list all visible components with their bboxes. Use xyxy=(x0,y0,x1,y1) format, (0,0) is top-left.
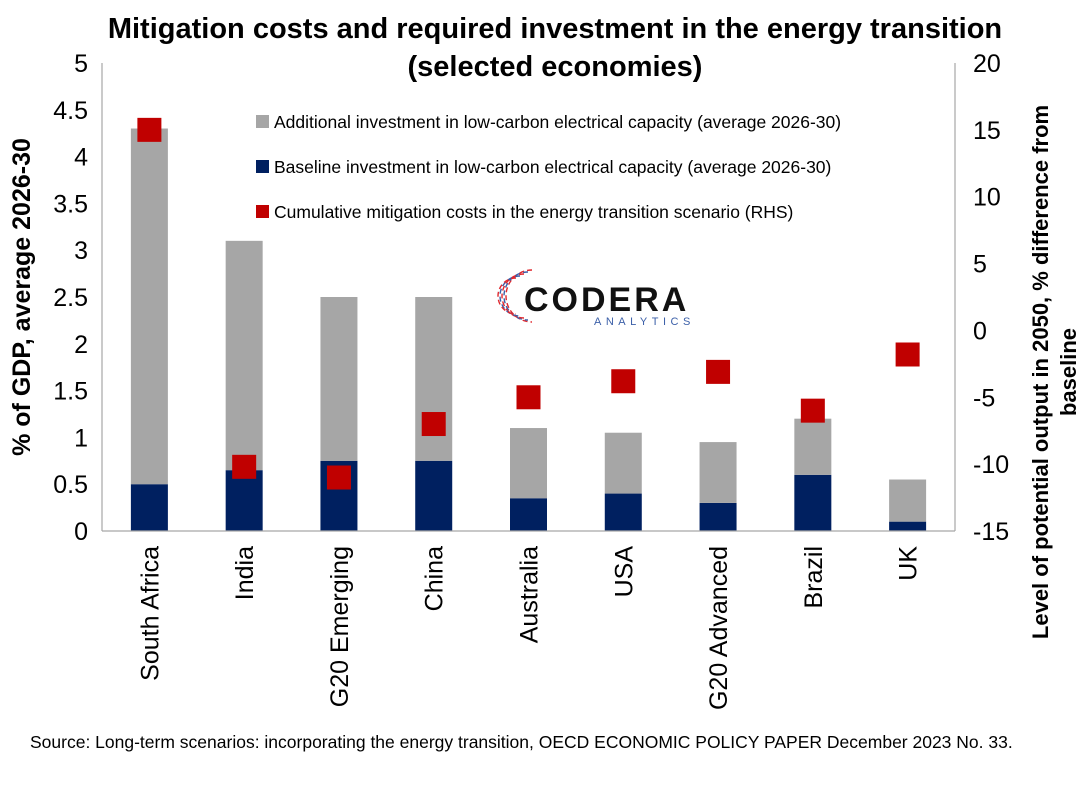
y2-tick-label: -5 xyxy=(973,384,995,412)
x-tick-label: G20 Emerging xyxy=(326,546,354,707)
logo-mark xyxy=(503,271,529,321)
bar-baseline xyxy=(699,502,737,531)
logo-mark xyxy=(505,269,533,323)
y-tick-label: 2 xyxy=(74,331,88,359)
marker-mitigation xyxy=(326,465,351,490)
source-note: Source: Long-term scenarios: incorporati… xyxy=(30,732,1013,752)
marker-mitigation xyxy=(137,117,162,142)
y-tick-label: 5 xyxy=(74,50,88,78)
marker-mitigation xyxy=(421,412,446,437)
bar-additional xyxy=(225,240,263,471)
logo-mark xyxy=(497,277,517,315)
y2-tick-label: 0 xyxy=(973,317,987,345)
x-tick-label: China xyxy=(421,546,449,611)
legend-label: Cumulative mitigation costs in the energ… xyxy=(274,202,793,222)
x-tick-label: G20 Advanced xyxy=(705,546,733,710)
y2-tick-label: 10 xyxy=(973,184,1001,212)
y-tick-label: 1 xyxy=(74,424,88,452)
logo-name: CODERA xyxy=(524,281,689,319)
bar-baseline xyxy=(415,460,453,531)
bar-baseline xyxy=(130,484,168,531)
y-tick-label: 0.5 xyxy=(53,471,88,499)
legend-label: Baseline investment in low-carbon electr… xyxy=(274,157,831,177)
bar-additional xyxy=(794,418,832,475)
bar-baseline xyxy=(889,521,927,531)
x-tick-label: South Africa xyxy=(136,546,164,681)
y2-tick-label: 20 xyxy=(973,50,1001,78)
chart-title: Mitigation costs and required investment… xyxy=(107,13,1003,83)
y-tick-label: 3 xyxy=(74,237,88,265)
y-tick-label: 4.5 xyxy=(53,97,88,125)
y2-tick-label: -10 xyxy=(973,451,1009,479)
y-tick-label: 2.5 xyxy=(53,284,88,312)
x-tick-label: Brazil xyxy=(800,546,828,609)
x-tick-label: India xyxy=(231,546,259,600)
y2-tick-label: 5 xyxy=(973,251,987,279)
bar-baseline xyxy=(604,493,642,531)
bar-baseline xyxy=(225,470,263,531)
bar-additional xyxy=(604,432,642,494)
y-tick-label: 4 xyxy=(74,144,88,172)
bar-additional xyxy=(699,442,737,503)
bar-baseline xyxy=(510,498,547,531)
y-tick-label: 0 xyxy=(74,518,88,546)
x-tick-label: Australia xyxy=(516,546,544,643)
x-tick-label: UK xyxy=(895,546,923,581)
y2-axis-title: Level of potential output in 2050, % dif… xyxy=(1028,105,1080,639)
bar-baseline xyxy=(794,474,832,531)
y-tick-label: 1.5 xyxy=(53,378,88,406)
marker-mitigation xyxy=(895,342,920,367)
logo-tagline: ANALYTICS xyxy=(594,316,695,328)
legend-label: Additional investment in low-carbon elec… xyxy=(274,112,841,132)
y-axis-title: % of GDP, average 2026-30 xyxy=(8,138,36,456)
marker-mitigation xyxy=(232,454,257,479)
bar-additional xyxy=(415,297,453,461)
y2-tick-label: 15 xyxy=(973,117,1001,145)
y2-tick-label: -15 xyxy=(973,518,1009,546)
bar-additional xyxy=(889,479,927,522)
legend-swatch xyxy=(256,115,269,128)
marker-mitigation xyxy=(516,385,541,410)
legend-swatch xyxy=(256,160,269,173)
y-tick-label: 3.5 xyxy=(53,190,88,218)
marker-mitigation xyxy=(800,398,825,423)
x-tick-label: USA xyxy=(610,546,638,598)
bar-additional xyxy=(510,428,547,499)
marker-mitigation xyxy=(611,369,636,394)
marker-mitigation xyxy=(706,359,731,384)
legend-swatch xyxy=(256,205,269,218)
bar-additional xyxy=(320,297,358,461)
bar-additional xyxy=(130,128,168,485)
